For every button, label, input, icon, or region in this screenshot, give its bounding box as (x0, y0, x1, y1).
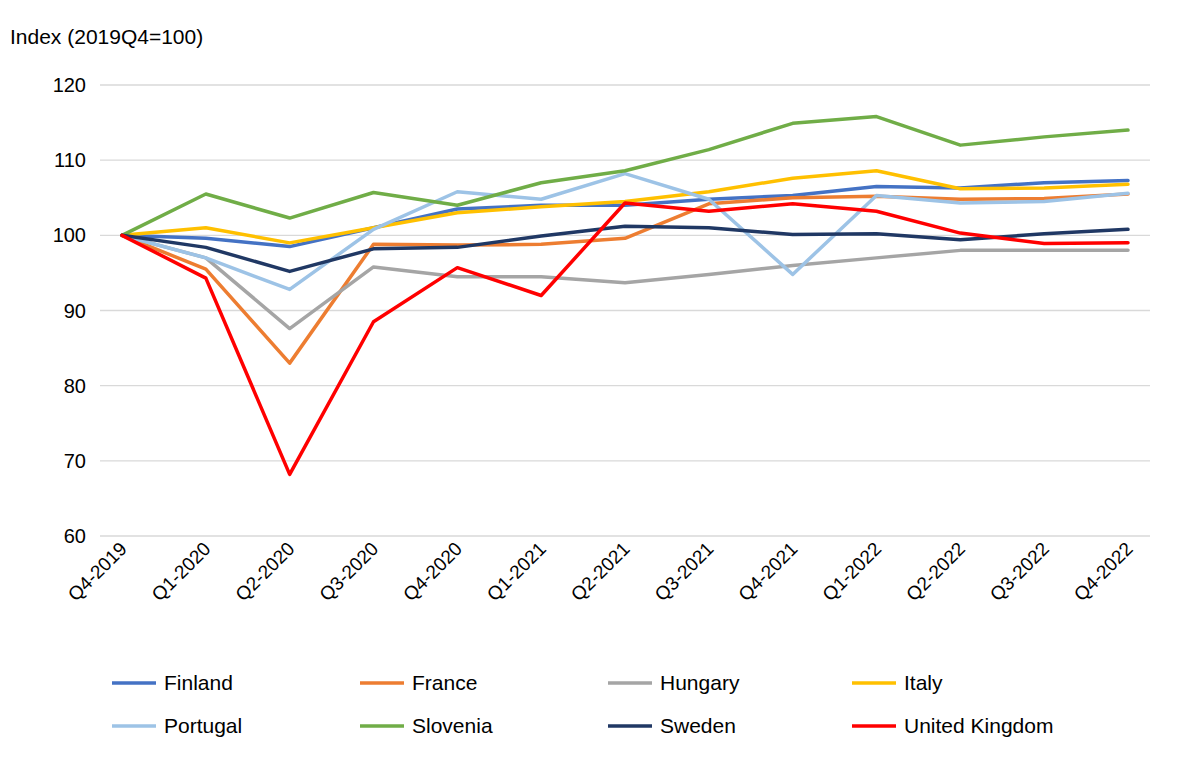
legend-label: Slovenia (412, 714, 493, 737)
x-tick-label: Q3-2021 (651, 538, 718, 605)
x-tick-label: Q4-2022 (1070, 538, 1137, 605)
y-tick-label: 90 (64, 300, 86, 322)
y-tick-label: 110 (54, 149, 86, 171)
legend-label: Italy (904, 671, 943, 694)
x-tick-label: Q4-2019 (64, 538, 131, 605)
grid-line (100, 385, 1150, 386)
legend-swatch (852, 681, 896, 685)
series-line (122, 174, 1128, 290)
legend-label: France (412, 671, 477, 694)
y-tick-label: 70 (64, 450, 86, 472)
x-tick-label: Q2-2022 (902, 538, 969, 605)
series-lines (122, 117, 1128, 475)
chart: Index (2019Q4=100) 60 70 80 90 100 110 120 Q4-20… (0, 0, 1200, 761)
grid-line (100, 84, 1150, 85)
legend-swatch (608, 724, 652, 728)
y-tick-label: 80 (64, 375, 86, 397)
x-tick-label: Q4-2021 (734, 538, 801, 605)
series-line (122, 194, 1128, 363)
legend-label: United Kingdom (904, 714, 1053, 737)
legend: Finland France Hungary Italy Portugal Sloveni… (112, 671, 1053, 737)
legend-swatch (608, 681, 652, 685)
legend-label: Portugal (164, 714, 242, 737)
y-tick-label: 120 (53, 74, 86, 96)
series-line (122, 117, 1128, 236)
legend-label: Finland (164, 671, 233, 694)
legend-label: Sweden (660, 714, 736, 737)
grid-line (100, 535, 1150, 536)
x-tick-label: Q1-2021 (483, 538, 550, 605)
legend-swatch (360, 681, 404, 685)
series-line (122, 171, 1128, 243)
x-tick-label: Q1-2020 (148, 538, 215, 605)
legend-swatch (852, 724, 896, 728)
grid-line (100, 310, 1150, 311)
legend-swatch (360, 724, 404, 728)
x-tick-label: Q2-2020 (231, 538, 298, 605)
grid (100, 85, 1150, 536)
series-line (122, 226, 1128, 271)
x-tick-label: Q3-2020 (315, 538, 382, 605)
grid-line (100, 460, 1150, 461)
x-tick-label: Q1-2022 (818, 538, 885, 605)
x-tick-label: Q3-2022 (986, 538, 1053, 605)
grid-line (100, 160, 1150, 161)
y-tick-label: 100 (53, 224, 86, 246)
legend-swatch (112, 681, 156, 685)
legend-label: Hungary (660, 671, 740, 694)
y-axis-title: Index (2019Q4=100) (10, 25, 203, 48)
legend-swatch (112, 724, 156, 728)
series-line (122, 203, 1128, 474)
x-tick-label: Q4-2020 (399, 538, 466, 605)
x-tick-label: Q2-2021 (567, 538, 634, 605)
y-tick-label: 60 (64, 525, 86, 547)
